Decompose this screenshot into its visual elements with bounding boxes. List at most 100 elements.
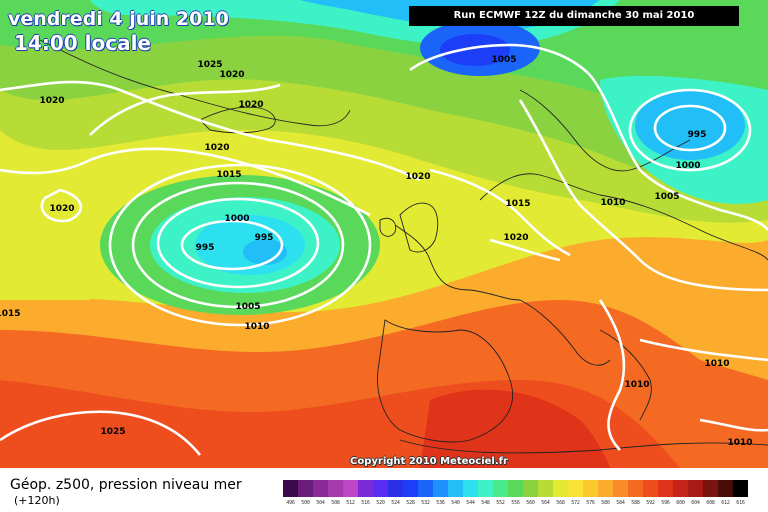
legend-value: 516 (361, 500, 370, 506)
geopotential-map: 1025 1020 1020 1020 1020 1020 1015 1020 … (0, 0, 768, 468)
legend-value: 552 (496, 500, 505, 506)
isobar-1025-azores (0, 410, 202, 456)
map-canvas: 1025 1020 1020 1020 1020 1020 1015 1020 … (0, 0, 768, 468)
legend-value: 532 (421, 500, 430, 506)
isobar-label: 1000 (675, 161, 700, 171)
legend-swatch: 612 (718, 480, 733, 506)
legend-value: 600 (676, 500, 685, 506)
legend-swatch: 588 (628, 480, 643, 506)
isobar-label: 1020 (219, 70, 244, 80)
isobar-label: 1000 (224, 214, 249, 224)
legend-value: 540 (451, 500, 460, 506)
legend-swatch: 616 (733, 480, 748, 506)
isobars (0, 43, 768, 456)
legend-swatch: 596 (658, 480, 673, 506)
legend-value: 508 (331, 500, 340, 506)
coast-italy (519, 299, 611, 366)
isobar-1000-low (156, 197, 320, 289)
legend-value: 548 (481, 500, 490, 506)
isobar-1010-low (108, 163, 372, 327)
legend-value: 556 (511, 500, 520, 506)
forecast-time: 14:00 locale (14, 31, 151, 55)
isobar-label: 1025 (197, 60, 222, 70)
legend-value: 612 (721, 500, 730, 506)
legend-value: 584 (616, 500, 625, 506)
legend-swatch: 580 (598, 480, 613, 506)
legend-value: 536 (436, 500, 445, 506)
isobar-1020-west (40, 188, 83, 223)
coast-balkans (599, 329, 652, 421)
field-low-core (243, 239, 287, 265)
legend-swatch: 608 (703, 480, 718, 506)
isobar-label: 1005 (654, 192, 679, 202)
isobar-1005-ne (588, 74, 768, 231)
legend-swatch: 572 (568, 480, 583, 506)
copyright: Copyright 2010 Meteociel.fr (350, 456, 508, 467)
legend-value: 604 (691, 500, 700, 506)
isobar-label: 1015 (216, 170, 241, 180)
legend-value: 608 (706, 500, 715, 506)
isobar-label: 1005 (235, 302, 260, 312)
isobar-1020-north (0, 80, 421, 182)
coastlines (39, 39, 768, 454)
legend-swatch: 556 (508, 480, 523, 506)
legend-value: 592 (646, 500, 655, 506)
legend-value: 572 (571, 500, 580, 506)
coast-ireland (379, 217, 397, 237)
legend-swatch: 584 (613, 480, 628, 506)
legend-swatch: 532 (418, 480, 433, 506)
field-band-600 (420, 389, 610, 468)
legend-swatch: 604 (688, 480, 703, 506)
isobar-1000-ne (628, 88, 752, 172)
legend-value: 588 (631, 500, 640, 506)
isobar-1010-se (699, 418, 768, 432)
legend-value: 568 (556, 500, 565, 506)
coast-scandinavia (519, 89, 691, 172)
legend-value: 528 (406, 500, 415, 506)
legend-swatch: 524 (388, 480, 403, 506)
legend-value: 520 (376, 500, 385, 506)
legend-value: 504 (316, 500, 325, 506)
legend-swatch: 496 (283, 480, 298, 506)
legend-subtitle: (+120h) (14, 494, 60, 507)
isobar-label: 1020 (238, 100, 263, 110)
isobar-label: 995 (255, 233, 274, 243)
coast-greenland (39, 39, 351, 127)
isobar-label: 1010 (624, 380, 649, 390)
isobar-1010-east2 (639, 338, 768, 362)
field-west-tongue (0, 200, 90, 300)
legend-swatch: 552 (493, 480, 508, 506)
legend-value: 500 (301, 500, 310, 506)
isobar-1005-low (131, 181, 345, 309)
legend-value: 544 (466, 500, 475, 506)
legend-swatch: 504 (313, 480, 328, 506)
legend-swatch: 548 (478, 480, 493, 506)
isobar-1020-greenland (89, 83, 281, 136)
legend-footer: Géop. z500, pression niveau mer (+120h) … (0, 468, 768, 512)
legend-swatch: 600 (673, 480, 688, 506)
isobar-label: 1020 (39, 96, 64, 106)
legend-swatch: 528 (403, 480, 418, 506)
color-scale: 496 500 504 508 512 516 520 524 528 532 536 540 544 5… (283, 480, 748, 506)
legend-value: 564 (541, 500, 550, 506)
isobar-1020-france (489, 238, 561, 262)
legend-value: 580 (601, 500, 610, 506)
legend-swatch: 512 (343, 480, 358, 506)
isobar-label: 1020 (49, 204, 74, 214)
legend-swatch: 560 (523, 480, 538, 506)
legend-swatch: 536 (433, 480, 448, 506)
legend-swatch: 540 (448, 480, 463, 506)
legend-value: 496 (286, 500, 295, 506)
legend-value: 576 (586, 500, 595, 506)
isobar-1015-channel (429, 168, 571, 257)
forecast-date: vendredi 4 juin 2010 (8, 8, 229, 30)
legend-swatch: 500 (298, 480, 313, 506)
isobar-label: 1025 (100, 427, 125, 437)
legend-swatch: 516 (358, 480, 373, 506)
legend-swatch: 520 (373, 480, 388, 506)
legend-swatch: 576 (583, 480, 598, 506)
legend-swatch: 508 (328, 480, 343, 506)
legend-swatch: 544 (463, 480, 478, 506)
legend-value: 512 (346, 500, 355, 506)
